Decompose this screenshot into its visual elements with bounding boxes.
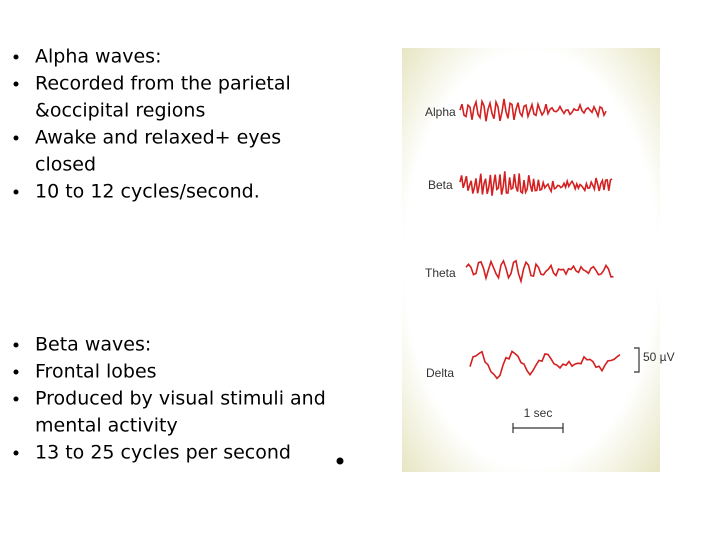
wave-label: Alpha <box>425 105 456 119</box>
bullet-line: Produced by visual stimuli and <box>35 388 326 410</box>
eeg-trace <box>459 171 613 196</box>
wave-label: Beta <box>428 178 453 192</box>
bullet-line: Awake and relaxed+ eyes <box>35 127 281 149</box>
time-scale: 1 sec <box>524 406 553 420</box>
amplitude-bar <box>634 347 640 373</box>
bullet-line: Alpha waves: <box>35 46 161 68</box>
time-bar <box>512 423 564 433</box>
bullet <box>13 450 19 456</box>
figure-panel <box>402 48 660 472</box>
eeg-trace <box>459 98 607 122</box>
bullet-line: 13 to 25 cycles per second <box>35 442 291 464</box>
bullet <box>13 189 19 195</box>
bullet <box>13 135 19 141</box>
bullet-line: 10 to 12 cycles/second. <box>35 181 260 203</box>
bullet-text: Alpha waves: Recorded from the parietal&o… <box>13 46 326 464</box>
bullet-line: Beta waves: <box>35 334 151 356</box>
bullet <box>13 396 19 402</box>
wave-label: Delta <box>426 366 454 380</box>
bullet-line: &occipital regions <box>35 100 205 122</box>
eeg-trace <box>469 350 621 380</box>
eeg-trace <box>465 259 614 285</box>
bullet <box>13 342 19 348</box>
amplitude-scale: 50 µV <box>643 350 675 364</box>
bullet-line: closed <box>35 154 96 176</box>
wave-label: Theta <box>425 266 456 280</box>
bullet-line: Frontal lobes <box>35 361 157 383</box>
eeg-figure: Alpha Beta Theta Delta 50 µV 1 sec <box>425 98 675 433</box>
period-dot <box>336 457 344 465</box>
bullet <box>13 81 19 87</box>
bullet <box>13 54 19 60</box>
bullet-line: Recorded from the parietal <box>35 73 291 95</box>
bullet <box>13 369 19 375</box>
bullet-line: mental activity <box>35 415 178 437</box>
